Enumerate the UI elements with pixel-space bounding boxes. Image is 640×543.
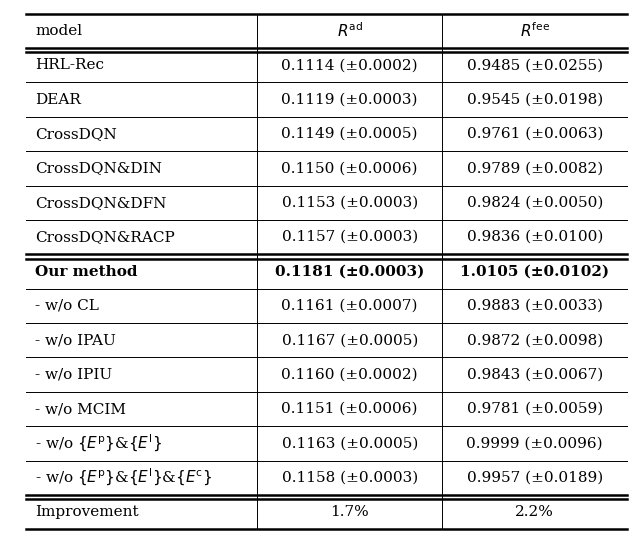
Text: - w/o MCIM: - w/o MCIM — [35, 402, 126, 416]
Text: 0.9872 (±0.0098): 0.9872 (±0.0098) — [467, 333, 603, 348]
Text: CrossDQN&RACP: CrossDQN&RACP — [35, 230, 175, 244]
Text: 0.1153 (±0.0003): 0.1153 (±0.0003) — [282, 195, 418, 210]
Text: 0.1149 (±0.0005): 0.1149 (±0.0005) — [282, 127, 418, 141]
Text: 0.1160 (±0.0002): 0.1160 (±0.0002) — [282, 368, 418, 382]
Text: Our method: Our method — [35, 264, 138, 279]
Text: 0.9957 (±0.0189): 0.9957 (±0.0189) — [467, 471, 603, 485]
Text: 0.9781 (±0.0059): 0.9781 (±0.0059) — [467, 402, 603, 416]
Text: - w/o $\{E^\mathrm{p}\}$&$\{E^\mathrm{l}\}$&$\{E^\mathrm{c}\}$: - w/o $\{E^\mathrm{p}\}$&$\{E^\mathrm{l}… — [35, 468, 212, 488]
Text: Improvement: Improvement — [35, 505, 139, 519]
Text: 0.1114 (±0.0002): 0.1114 (±0.0002) — [282, 58, 418, 72]
Text: 0.9883 (±0.0033): 0.9883 (±0.0033) — [467, 299, 603, 313]
Text: 0.1150 (±0.0006): 0.1150 (±0.0006) — [282, 161, 418, 175]
Text: 0.1163 (±0.0005): 0.1163 (±0.0005) — [282, 437, 418, 451]
Text: 2.2%: 2.2% — [515, 505, 554, 519]
Text: $R^\mathrm{ad}$: $R^\mathrm{ad}$ — [337, 21, 363, 40]
Text: CrossDQN: CrossDQN — [35, 127, 117, 141]
Text: 0.1151 (±0.0006): 0.1151 (±0.0006) — [282, 402, 418, 416]
Text: 0.9836 (±0.0100): 0.9836 (±0.0100) — [467, 230, 603, 244]
Text: - w/o IPAU: - w/o IPAU — [35, 333, 116, 348]
Text: 0.1157 (±0.0003): 0.1157 (±0.0003) — [282, 230, 418, 244]
Text: 0.9485 (±0.0255): 0.9485 (±0.0255) — [467, 58, 603, 72]
Text: 0.9789 (±0.0082): 0.9789 (±0.0082) — [467, 161, 603, 175]
Text: 0.1181 (±0.0003): 0.1181 (±0.0003) — [275, 264, 424, 279]
Text: HRL-Rec: HRL-Rec — [35, 58, 104, 72]
Text: - w/o CL: - w/o CL — [35, 299, 99, 313]
Text: 0.9824 (±0.0050): 0.9824 (±0.0050) — [467, 195, 603, 210]
Text: 0.1119 (±0.0003): 0.1119 (±0.0003) — [282, 92, 418, 106]
Text: 0.9999 (±0.0096): 0.9999 (±0.0096) — [467, 437, 603, 451]
Text: 0.1158 (±0.0003): 0.1158 (±0.0003) — [282, 471, 418, 485]
Text: 0.1167 (±0.0005): 0.1167 (±0.0005) — [282, 333, 418, 348]
Text: - w/o IPIU: - w/o IPIU — [35, 368, 113, 382]
Text: $R^\mathrm{fee}$: $R^\mathrm{fee}$ — [520, 21, 550, 40]
Text: 1.7%: 1.7% — [330, 505, 369, 519]
Text: CrossDQN&DFN: CrossDQN&DFN — [35, 195, 166, 210]
Text: 0.9761 (±0.0063): 0.9761 (±0.0063) — [467, 127, 603, 141]
Text: DEAR: DEAR — [35, 92, 81, 106]
Text: 0.9843 (±0.0067): 0.9843 (±0.0067) — [467, 368, 603, 382]
Text: 0.1161 (±0.0007): 0.1161 (±0.0007) — [282, 299, 418, 313]
Text: - w/o $\{E^\mathrm{p}\}$&$\{E^\mathrm{l}\}$: - w/o $\{E^\mathrm{p}\}$&$\{E^\mathrm{l}… — [35, 433, 162, 454]
Text: model: model — [35, 24, 83, 38]
Text: 1.0105 (±0.0102): 1.0105 (±0.0102) — [460, 264, 609, 279]
Text: 0.9545 (±0.0198): 0.9545 (±0.0198) — [467, 92, 603, 106]
Text: CrossDQN&DIN: CrossDQN&DIN — [35, 161, 162, 175]
